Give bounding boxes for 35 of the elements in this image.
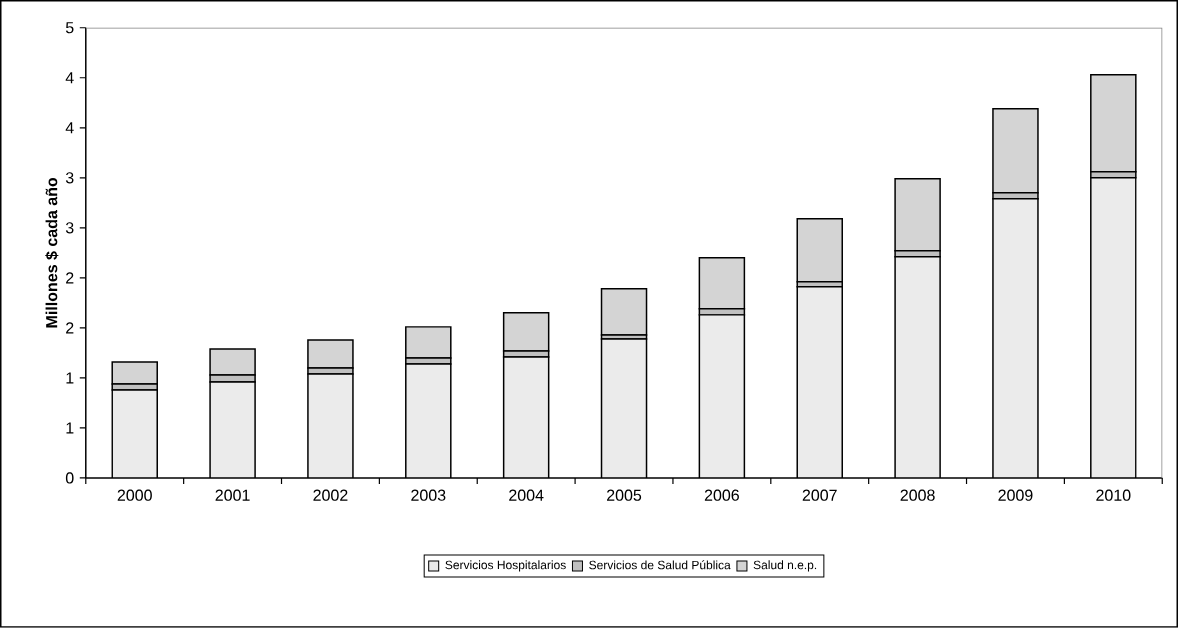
y-tick-label: 3: [65, 222, 74, 234]
bar: [111, 361, 158, 385]
y-tick-label: 3: [65, 172, 74, 184]
x-tick-label: 2000: [117, 489, 152, 501]
y-tick-label: 2: [66, 322, 74, 334]
x-tick-label: 2004: [509, 489, 544, 501]
bar: [600, 288, 648, 336]
legend-label: Servicios Hospitalarios: [445, 560, 566, 572]
x-tick-label: 2001: [215, 489, 250, 501]
bar: [307, 339, 354, 369]
x-tick-label: 2006: [704, 489, 739, 501]
x-tick-label: 2009: [998, 489, 1033, 501]
bar: [698, 257, 746, 310]
y-tick-label: 1: [66, 372, 74, 384]
legend-label: Salud n.e.p.: [753, 560, 817, 572]
x-tick-label: 2007: [802, 489, 837, 501]
y-axis-title: Millones $ cada año: [45, 178, 59, 328]
x-tick-label: 2002: [313, 489, 348, 501]
bar: [796, 218, 843, 283]
x-tick-label: 2003: [411, 489, 446, 501]
bar: [894, 178, 941, 252]
y-tick-label: 5: [65, 22, 74, 34]
y-tick-label: 4: [65, 72, 74, 84]
y-tick-label: 4: [65, 122, 74, 134]
bar: [1090, 74, 1137, 173]
bar: [992, 108, 1039, 194]
x-tick-label: 2010: [1096, 489, 1131, 501]
x-tick-label: 2008: [900, 489, 935, 501]
legend-label: Servicios de Salud Pública: [589, 560, 731, 570]
y-tick-label: 1: [66, 422, 74, 434]
bar: [405, 326, 452, 359]
y-tick-label: 0: [65, 472, 74, 484]
x-tick-label: 2005: [607, 489, 642, 501]
y-tick-label: 2: [66, 272, 74, 284]
bar: [502, 312, 550, 352]
